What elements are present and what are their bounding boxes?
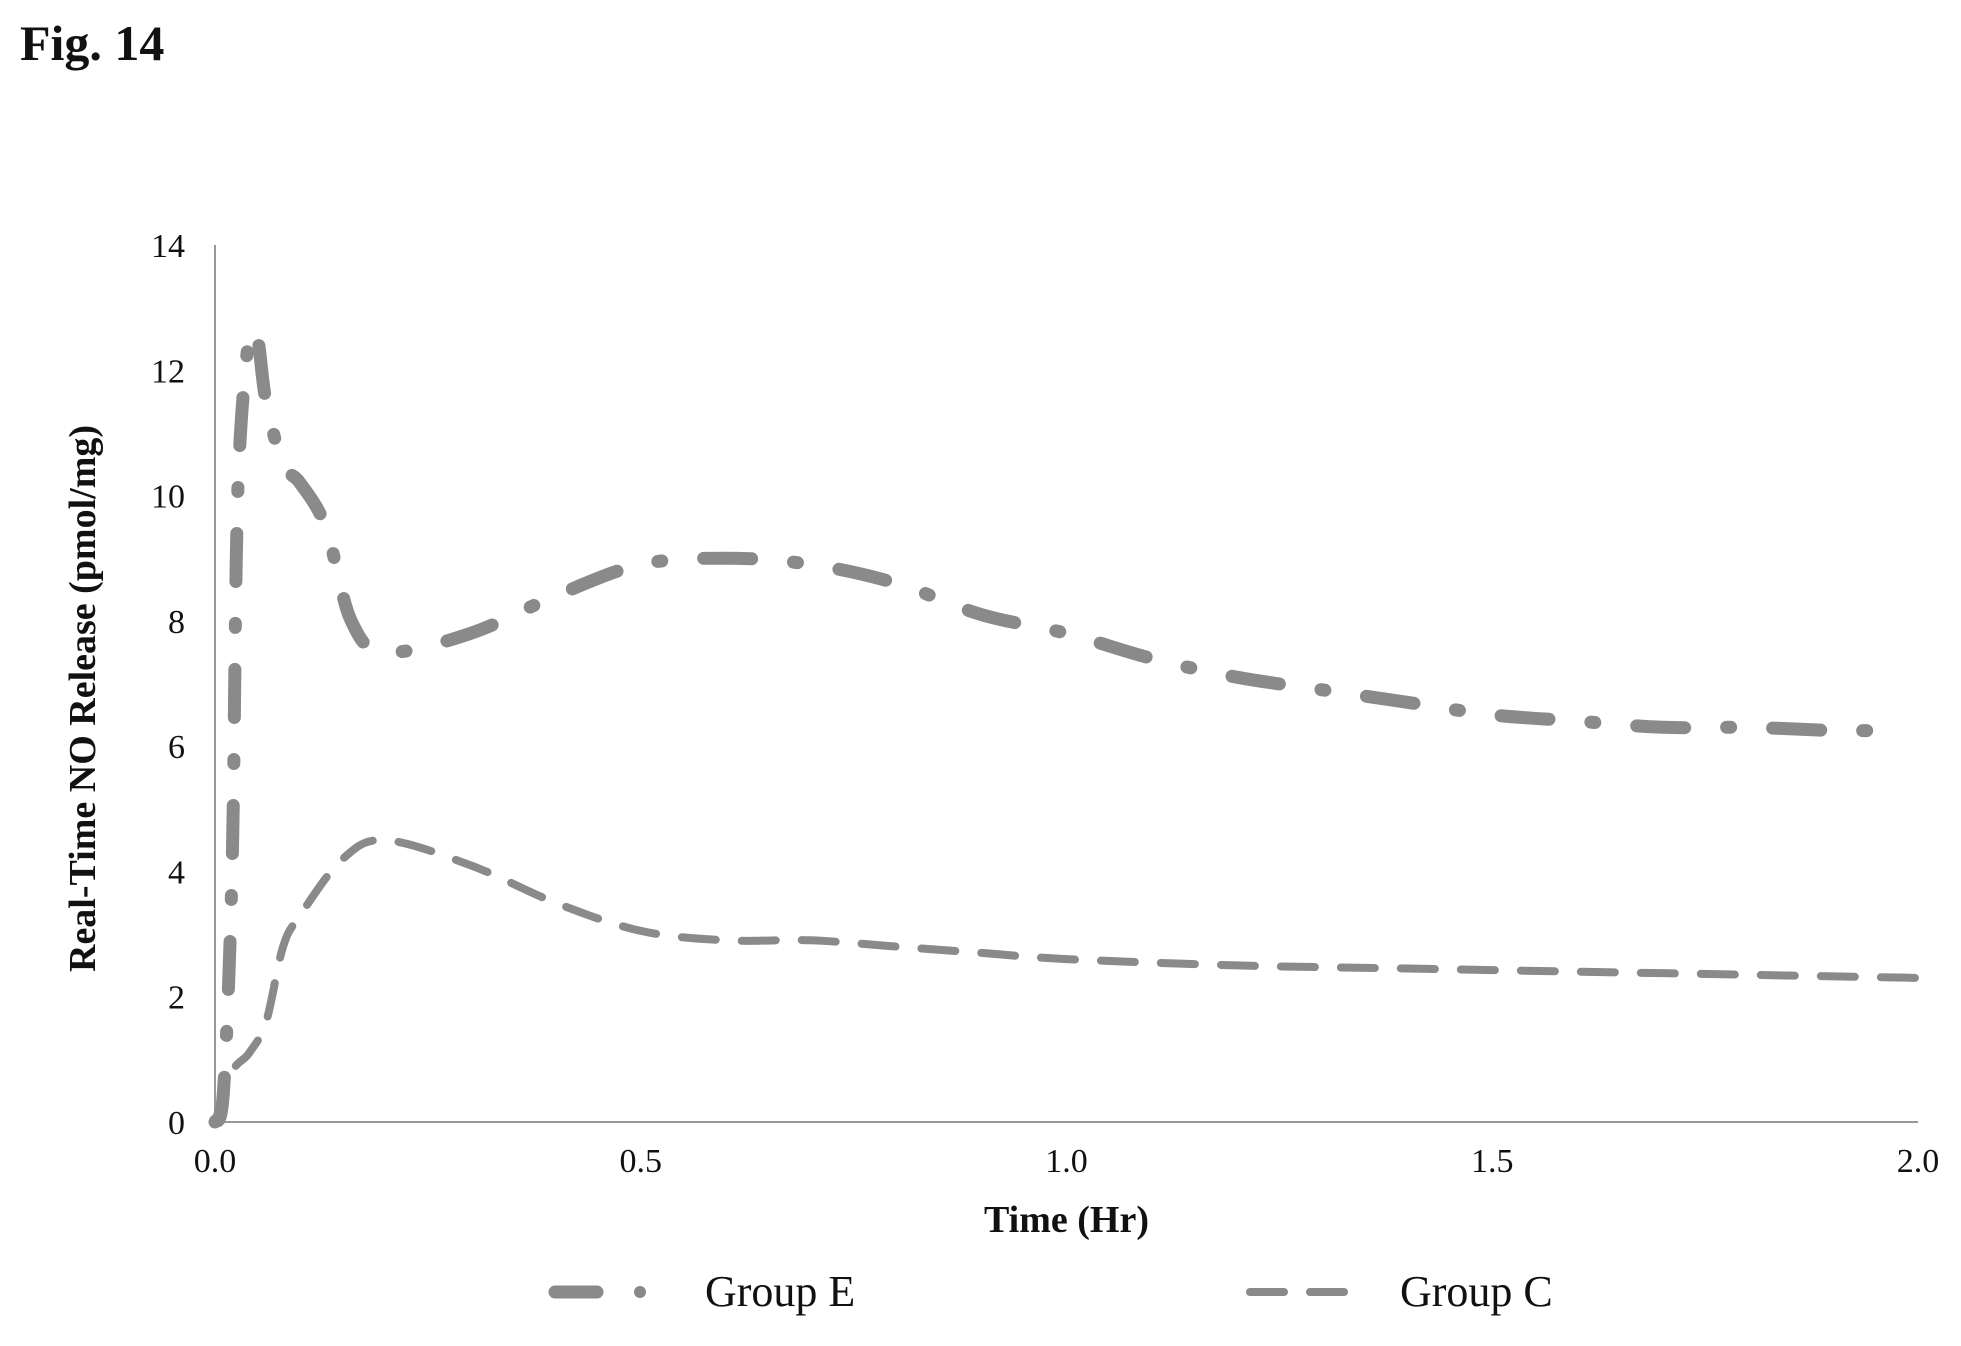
legend-swatch-dot-group-e bbox=[634, 1286, 646, 1298]
series-line-group-e bbox=[208, 322, 1882, 1129]
x-tick-label: 1.5 bbox=[1471, 1143, 1514, 1180]
y-tick-label: 8 bbox=[168, 604, 185, 641]
y-axis-title: Real-Time NO Release (pmol/mg) bbox=[62, 425, 104, 972]
x-tick-label: 0.0 bbox=[194, 1143, 237, 1180]
y-tick-label: 4 bbox=[168, 854, 185, 891]
y-tick-label: 2 bbox=[168, 980, 185, 1017]
legend-label-group-e: Group E bbox=[705, 1267, 855, 1316]
x-tick-label: 2.0 bbox=[1897, 1143, 1940, 1180]
x-axis-title: Time (Hr) bbox=[984, 1199, 1149, 1241]
chart-legend: Group E Group C bbox=[548, 1267, 1553, 1316]
y-tick-labels: 0 2 4 6 8 10 12 14 bbox=[151, 228, 185, 1142]
figure-label: Fig. 14 bbox=[20, 15, 165, 71]
chart-axes bbox=[214, 245, 1918, 1123]
y-tick-label: 12 bbox=[151, 353, 185, 390]
legend-label-group-c: Group C bbox=[1400, 1267, 1553, 1316]
y-tick-label: 10 bbox=[151, 479, 185, 516]
series-line-group-c bbox=[211, 836, 1922, 1126]
y-tick-label: 0 bbox=[168, 1105, 185, 1142]
x-tick-label: 0.5 bbox=[620, 1143, 663, 1180]
y-tick-label: 6 bbox=[168, 729, 185, 766]
x-tick-label: 1.0 bbox=[1045, 1143, 1088, 1180]
x-tick-labels: 0.0 0.5 1.0 1.5 2.0 bbox=[194, 1143, 1940, 1180]
y-tick-label: 14 bbox=[151, 228, 185, 265]
series-layer bbox=[208, 322, 1922, 1129]
